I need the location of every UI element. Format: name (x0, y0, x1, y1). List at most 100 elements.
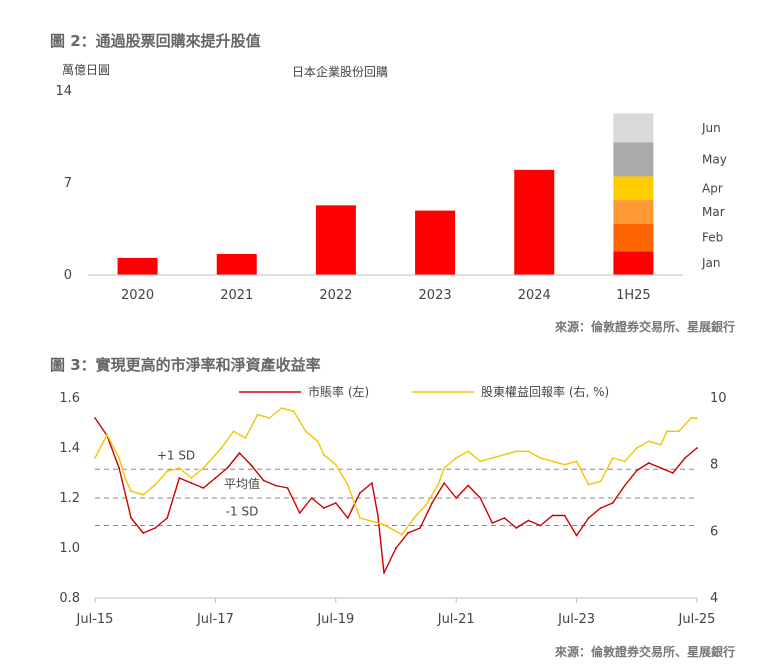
roe-point (696, 417, 698, 419)
bar-2021 (216, 253, 257, 275)
left-y-tick-label: 1.4 (59, 441, 80, 456)
roe-point (166, 470, 169, 473)
pb-ratio-point (346, 517, 349, 519)
roe-point (425, 503, 427, 506)
roe-point (587, 483, 590, 486)
left-y-tick-label: 1.0 (59, 541, 80, 556)
pb-ratio-point (226, 467, 229, 469)
roe-point (322, 453, 325, 456)
x-tick-label: 2022 (319, 288, 352, 303)
roe-point (202, 467, 205, 469)
y-tick-label: 14 (55, 84, 72, 99)
roe-point (178, 467, 181, 469)
stack-label-apr: Apr (702, 181, 723, 195)
pb-ratio-point (322, 507, 325, 509)
y-tick-label: 7 (64, 176, 72, 191)
pb-ratio-point (491, 522, 494, 524)
roe-point (599, 480, 602, 483)
pb-ratio-point (178, 477, 181, 479)
roe-point (280, 407, 283, 409)
pb-ratio-point (202, 487, 205, 489)
figure3-source: 來源：倫敦證券交易所、星展銀行 (554, 645, 735, 659)
pb-ratio-point (407, 532, 409, 534)
stack-segment-feb (613, 223, 654, 252)
pb-ratio-point (660, 467, 662, 469)
bar-2020 (117, 257, 158, 275)
roe-point (346, 483, 349, 486)
figure2-source: 來源：倫敦證券交易所、星展銀行 (554, 320, 735, 334)
roe-point (647, 440, 650, 443)
right-y-tick-label: 4 (710, 591, 718, 606)
roe-point (220, 447, 223, 449)
pb-ratio-point (611, 502, 614, 504)
right-y-tick-label: 8 (710, 458, 718, 473)
pb-ratio-point (274, 484, 277, 487)
pb-ratio-point (190, 482, 193, 484)
roe-point (94, 457, 96, 459)
roe-point (268, 417, 271, 419)
pb-ratio-point (298, 512, 301, 514)
pb-ratio-point (359, 492, 361, 494)
roe-point (413, 517, 415, 519)
stack-label-feb: Feb (702, 231, 723, 245)
stack-segment-jun (613, 113, 654, 143)
bar-2024 (514, 169, 555, 275)
roe-point (611, 457, 614, 459)
mean-label: 平均值 (224, 476, 260, 491)
roe-point (503, 453, 506, 456)
bar-2022 (315, 205, 356, 275)
left-y-tick-label: 0.8 (59, 591, 80, 606)
pb-ratio-point (527, 519, 530, 522)
y-axis-unit-label: 萬億日圓 (62, 63, 110, 77)
roe-point (690, 417, 692, 419)
buyback-bar-chart: 萬億日圓 日本企業股份回購 0 7 14 2020 2021 2022 2023 2024 Jan F… (55, 63, 726, 303)
pb-ratio-point (551, 514, 554, 517)
plus-sd-label: +1 SD (157, 448, 195, 462)
pb-ratio-point (214, 477, 217, 479)
pb-ratio-point (286, 487, 289, 489)
stack-label-jun: Jun (701, 121, 721, 135)
roe-point (660, 443, 662, 446)
roe-point (491, 457, 494, 459)
stack-segment-mar (613, 200, 654, 224)
roe-point (334, 463, 337, 466)
series-label: 日本企業股份回購 (292, 64, 388, 79)
stack-segment-may (613, 142, 654, 177)
pb-ratio-point (479, 497, 482, 499)
pb-ratio-point (238, 452, 241, 454)
x-tick-label: Jul-21 (437, 612, 475, 627)
pb-ratio-point (672, 472, 674, 474)
roe-point (563, 463, 566, 466)
pb-ratio-point (395, 547, 397, 549)
pb-ratio-point (371, 482, 373, 484)
pb-ratio-point (515, 527, 518, 529)
roe-point (359, 517, 361, 519)
x-tick-label: Jul-23 (557, 612, 595, 627)
pb-ratio-point (262, 479, 265, 482)
pb-ratio-point (310, 497, 313, 499)
figure3-title: 圖 3：實現更高的市淨率和淨資產收益率 (50, 356, 321, 374)
x-tick-label: 2023 (419, 288, 452, 303)
pb-ratio-point (250, 464, 253, 467)
stack-segment-apr (613, 176, 654, 201)
roe-point (383, 523, 385, 526)
pb-ratio-point (696, 447, 698, 449)
roe-point (130, 490, 133, 493)
roe-point (527, 450, 530, 453)
x-tick-label: 2021 (220, 288, 253, 303)
pb-ratio-point (166, 517, 169, 519)
pb-ratio-point (587, 517, 590, 519)
pb-ratio-point (443, 482, 446, 484)
y-tick-label: 0 (64, 268, 72, 283)
roe-point (214, 453, 217, 456)
roe-point (635, 447, 638, 449)
roe-point (292, 410, 295, 413)
right-y-tick-label: 10 (710, 391, 727, 406)
x-tick-label: Jul-19 (316, 612, 354, 627)
pb-ratio-line (94, 417, 698, 574)
roe-point (551, 460, 554, 463)
figure2-title: 圖 2：通過股票回購來提升股值 (50, 32, 261, 50)
roe-point (443, 467, 446, 469)
roe-point (678, 430, 680, 433)
